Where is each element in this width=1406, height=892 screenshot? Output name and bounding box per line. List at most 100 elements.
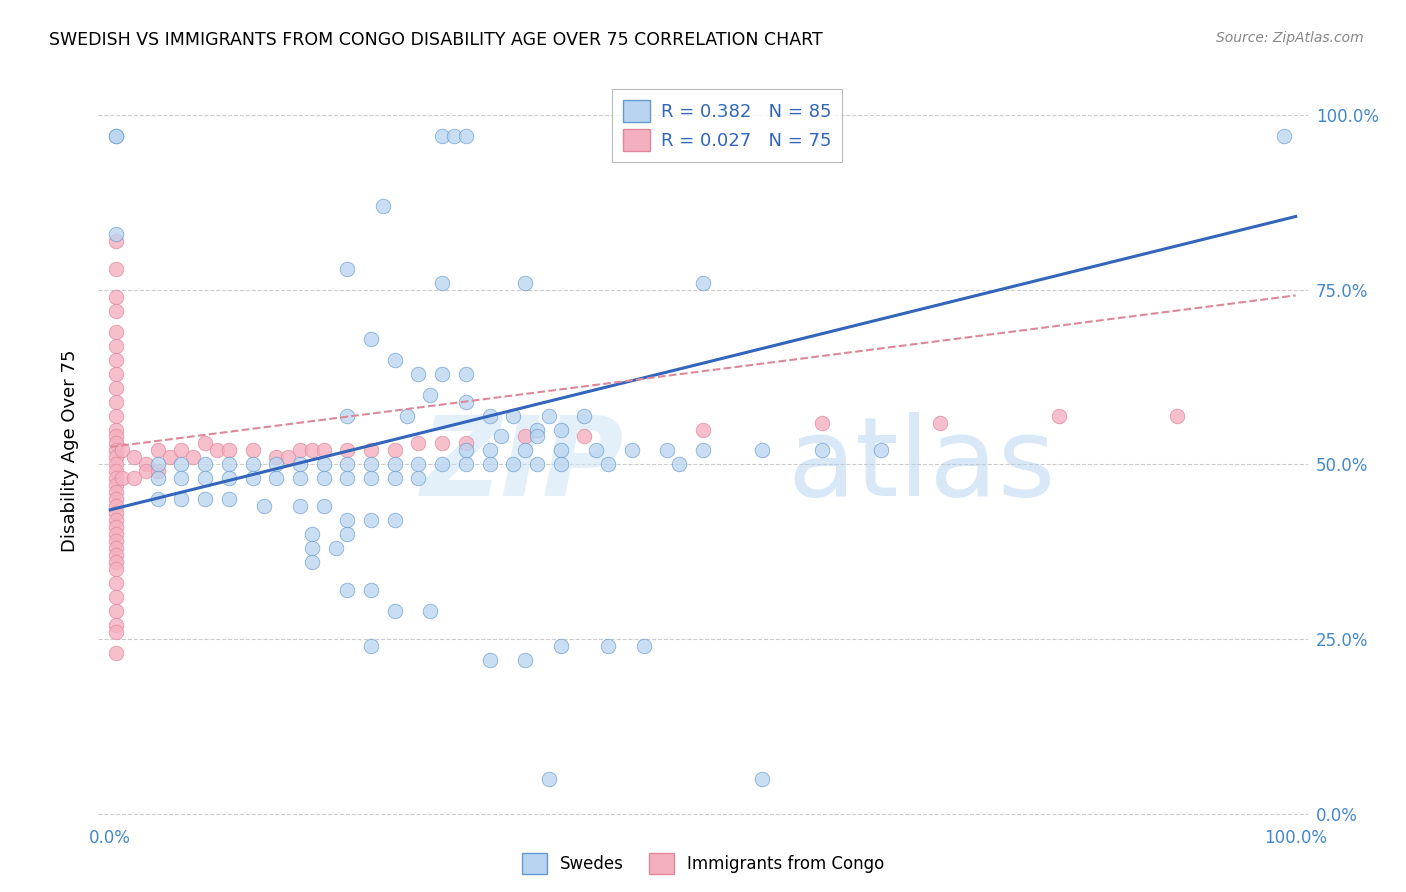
Point	[105, 646, 128, 660]
Point	[170, 443, 193, 458]
Point	[105, 367, 128, 381]
Point	[288, 471, 311, 485]
Point	[170, 492, 193, 507]
Point	[111, 443, 134, 458]
Point	[751, 443, 773, 458]
Text: atlas: atlas	[787, 412, 1056, 519]
Point	[657, 443, 679, 458]
Point	[454, 129, 477, 144]
Point	[1166, 409, 1188, 423]
Point	[301, 555, 323, 569]
Point	[105, 429, 128, 443]
Point	[454, 394, 477, 409]
Text: Source: ZipAtlas.com: Source: ZipAtlas.com	[1216, 31, 1364, 45]
Point	[384, 443, 406, 458]
Point	[384, 458, 406, 472]
Point	[574, 429, 596, 443]
Point	[135, 458, 157, 472]
Point	[105, 450, 128, 465]
Text: ZIP: ZIP	[420, 412, 624, 519]
Point	[105, 485, 128, 500]
Point	[105, 423, 128, 437]
Legend: Swedes, Immigrants from Congo: Swedes, Immigrants from Congo	[515, 847, 891, 880]
Point	[105, 339, 128, 353]
Point	[432, 367, 454, 381]
Point	[264, 450, 287, 465]
Point	[432, 129, 454, 144]
Point	[301, 527, 323, 541]
Point	[105, 394, 128, 409]
Point	[105, 520, 128, 534]
Point	[105, 478, 128, 492]
Point	[105, 506, 128, 520]
Point	[419, 387, 441, 401]
Point	[336, 409, 359, 423]
Point	[105, 562, 128, 576]
Point	[105, 261, 128, 276]
Point	[443, 129, 465, 144]
Point	[105, 325, 128, 339]
Point	[502, 458, 524, 472]
Point	[395, 409, 418, 423]
Point	[515, 653, 537, 667]
Point	[336, 261, 359, 276]
Text: SWEDISH VS IMMIGRANTS FROM CONGO DISABILITY AGE OVER 75 CORRELATION CHART: SWEDISH VS IMMIGRANTS FROM CONGO DISABIL…	[49, 31, 823, 49]
Point	[242, 471, 264, 485]
Point	[360, 458, 382, 472]
Point	[105, 464, 128, 478]
Point	[526, 429, 548, 443]
Point	[692, 423, 714, 437]
Point	[454, 436, 477, 450]
Point	[360, 583, 382, 598]
Y-axis label: Disability Age Over 75: Disability Age Over 75	[60, 349, 79, 552]
Point	[371, 199, 394, 213]
Point	[432, 436, 454, 450]
Point	[360, 513, 382, 527]
Point	[159, 450, 181, 465]
Point	[105, 590, 128, 604]
Point	[1272, 129, 1295, 144]
Point	[408, 458, 430, 472]
Point	[419, 604, 441, 618]
Point	[810, 416, 832, 430]
Point	[620, 443, 643, 458]
Point	[105, 500, 128, 514]
Point	[432, 458, 454, 472]
Point	[105, 129, 128, 144]
Point	[194, 471, 217, 485]
Point	[218, 458, 240, 472]
Point	[1047, 409, 1070, 423]
Point	[336, 443, 359, 458]
Point	[146, 471, 169, 485]
Point	[194, 458, 217, 472]
Point	[751, 772, 773, 786]
Point	[105, 534, 128, 549]
Point	[336, 458, 359, 472]
Point	[550, 639, 572, 653]
Point	[111, 471, 134, 485]
Point	[408, 436, 430, 450]
Point	[105, 492, 128, 507]
Point	[810, 129, 832, 144]
Point	[146, 492, 169, 507]
Point	[194, 436, 217, 450]
Point	[242, 443, 264, 458]
Point	[122, 471, 145, 485]
Point	[598, 458, 620, 472]
Point	[105, 381, 128, 395]
Point	[170, 471, 193, 485]
Point	[205, 443, 228, 458]
Point	[478, 409, 501, 423]
Point	[929, 416, 952, 430]
Point	[550, 458, 572, 472]
Point	[288, 443, 311, 458]
Point	[242, 458, 264, 472]
Point	[810, 443, 832, 458]
Point	[515, 429, 537, 443]
Point	[181, 450, 204, 465]
Point	[384, 352, 406, 367]
Point	[360, 332, 382, 346]
Point	[105, 234, 128, 248]
Point	[574, 409, 596, 423]
Point	[105, 625, 128, 640]
